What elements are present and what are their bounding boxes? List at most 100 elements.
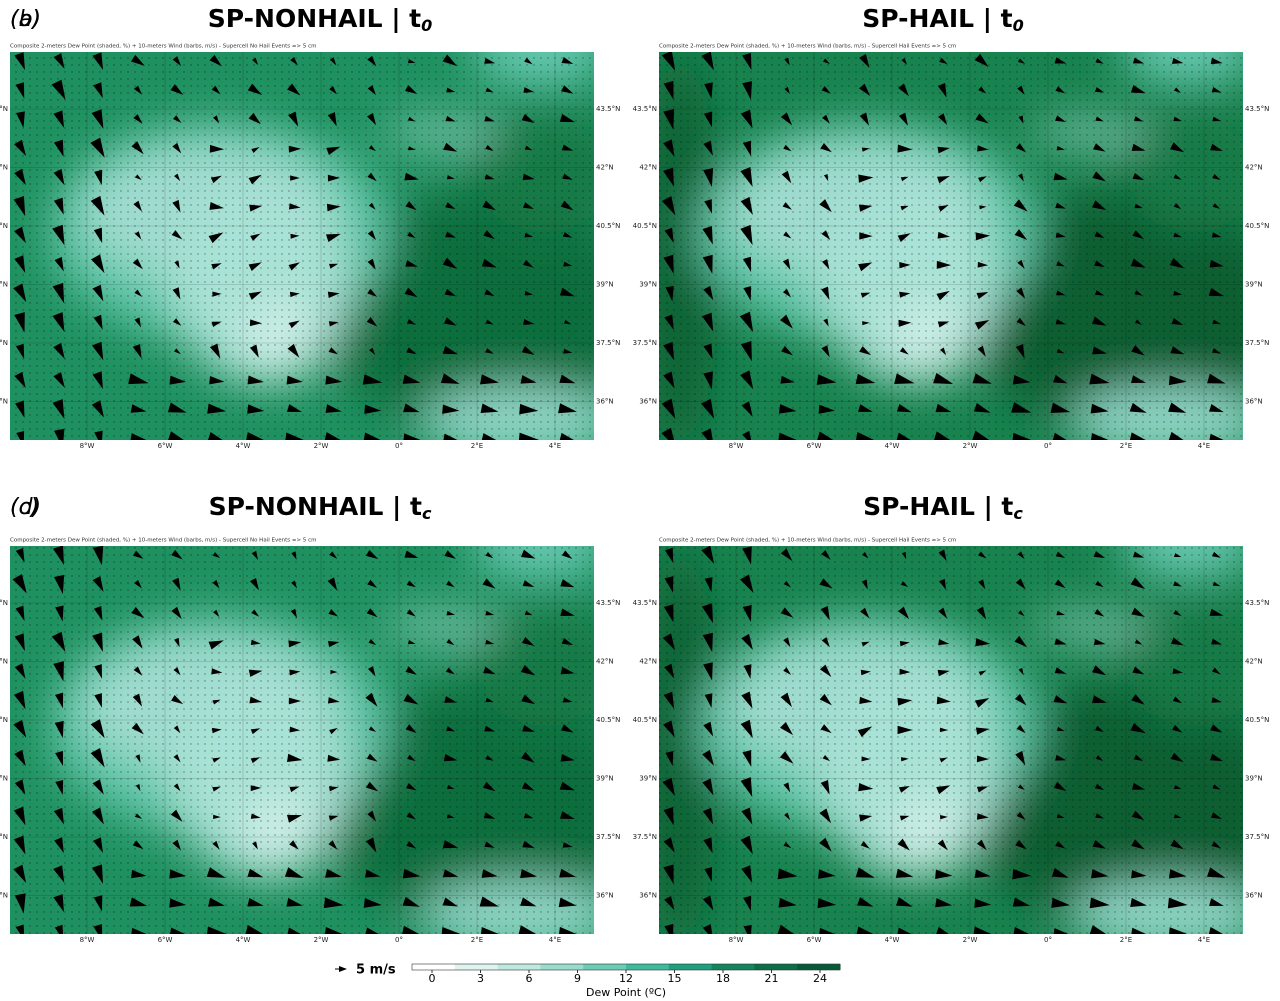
wind-arrow — [406, 812, 417, 820]
wind-arrow — [207, 926, 227, 934]
wind-arrow — [53, 110, 65, 128]
wind-arrow — [1017, 85, 1025, 95]
wind-arrow — [560, 579, 575, 588]
wind-arrow — [898, 606, 910, 620]
wind-arrow — [1051, 867, 1069, 878]
wind-arrow — [1055, 551, 1066, 559]
lat-label: 37.5°N — [596, 339, 620, 347]
wind-arrow — [861, 641, 870, 647]
wind-arrow — [740, 224, 753, 246]
wind-arrow — [249, 696, 263, 704]
wind-arrow — [561, 550, 573, 560]
wind-arrow — [936, 290, 950, 301]
wind-arrow — [249, 319, 262, 327]
colorbar-label: Dew Point (ºC) — [586, 986, 666, 999]
wind-arrow — [325, 404, 342, 413]
wind-arrow — [93, 82, 103, 99]
wind-arrow — [524, 57, 533, 65]
wind-arrow — [93, 606, 103, 621]
wind-arrow — [937, 231, 951, 239]
wind-arrow — [248, 291, 262, 300]
wind-arrow — [936, 785, 951, 795]
wind-arrow — [407, 231, 416, 239]
wind-arrow — [328, 786, 339, 792]
wind-arrow — [741, 633, 753, 650]
wind-arrow — [563, 348, 573, 354]
wind-arrow — [92, 779, 104, 795]
wind-arrow — [742, 430, 752, 440]
wind-arrow — [975, 232, 991, 241]
wind-arrow — [900, 581, 909, 587]
wind-arrow — [133, 666, 143, 676]
colorbar-swatch — [583, 964, 627, 970]
wind-arrow — [1173, 785, 1182, 790]
wind-arrow — [245, 924, 263, 934]
wind-arrow — [14, 633, 25, 652]
wind-arrow — [1012, 897, 1031, 907]
panel-label: (a) — [10, 7, 41, 32]
wind-arrow — [1091, 869, 1109, 879]
wind-arrow — [480, 927, 499, 934]
wind-arrow — [523, 319, 535, 326]
wind-arrow — [978, 579, 986, 590]
wind-arrow — [446, 580, 455, 588]
wind-arrow — [250, 233, 261, 241]
wind-arrow — [939, 57, 948, 65]
wind-arrow — [167, 402, 187, 413]
wind-arrow — [288, 697, 302, 705]
wind-arrow — [250, 728, 261, 735]
colorbar-swatch — [454, 964, 499, 970]
wind-arrow — [1172, 724, 1183, 733]
wind-arrow — [1092, 695, 1107, 704]
wind-arrow — [442, 54, 458, 67]
wind-arrow — [1133, 754, 1144, 761]
lat-label: 37.5°N — [0, 833, 8, 841]
wind-arrow — [855, 373, 876, 385]
wind-arrow — [524, 610, 533, 616]
wind-arrow — [661, 427, 674, 440]
wind-arrow — [940, 814, 948, 820]
wind-arrow — [896, 897, 913, 907]
wind-arrow — [404, 287, 418, 298]
wind-arrow — [1089, 373, 1110, 385]
wind-arrow — [172, 56, 182, 67]
wind-arrow — [171, 606, 182, 620]
wind-arrow — [858, 404, 873, 412]
wind-arrow — [53, 197, 64, 215]
wind-arrow — [1014, 693, 1027, 706]
wind-arrow — [1014, 229, 1028, 240]
lat-label: 43.5°N — [633, 105, 657, 113]
wind-arrow — [169, 869, 187, 879]
wind-arrow — [1210, 724, 1223, 733]
wind-arrow — [821, 550, 831, 560]
wind-arrow — [406, 347, 417, 355]
wind-arrow — [365, 837, 377, 853]
wind-arrow — [1211, 87, 1222, 93]
wind-arrow — [209, 54, 222, 67]
lat-label: 43.5°N — [0, 599, 8, 607]
lat-label: 37.5°N — [1245, 339, 1269, 347]
wind-arrow — [897, 927, 912, 934]
wind-arrow — [1173, 116, 1183, 122]
wind-arrow — [974, 53, 989, 67]
wind-arrow — [406, 841, 417, 849]
wind-arrow — [328, 321, 339, 327]
wind-arrow — [664, 547, 674, 563]
wind-arrow — [820, 724, 832, 734]
wind-arrow — [286, 898, 303, 907]
wind-arrow — [248, 174, 262, 185]
wind-arrow — [171, 549, 183, 560]
wind-arrow — [782, 202, 792, 210]
wind-arrow — [937, 146, 950, 154]
wind-arrow — [1210, 812, 1222, 819]
lat-label: 42°N — [0, 658, 8, 666]
wind-arrow — [247, 404, 265, 414]
wind-arrow — [822, 259, 830, 270]
wind-arrow — [559, 781, 575, 791]
wind-arrow — [246, 432, 264, 440]
wind-arrow — [704, 199, 713, 214]
wind-arrow — [211, 727, 222, 734]
wind-arrow — [1053, 172, 1068, 181]
title-main: SP-HAIL | t — [863, 492, 1013, 521]
wind-arrow — [173, 754, 181, 763]
